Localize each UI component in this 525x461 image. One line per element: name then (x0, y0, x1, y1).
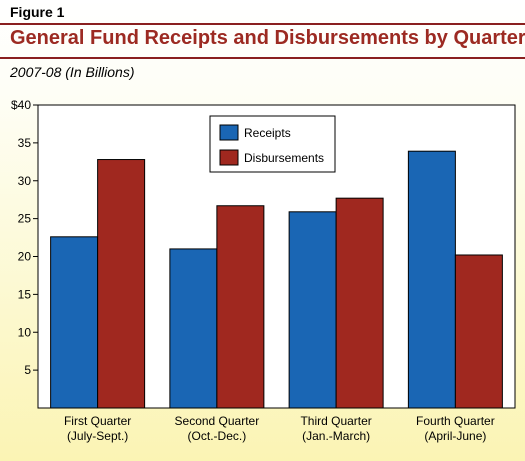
legend-label-receipts: Receipts (244, 126, 291, 140)
x-tick-label: (July-Sept.) (67, 429, 128, 443)
y-tick-label: 20 (18, 250, 32, 264)
y-tick-label: 25 (18, 212, 32, 226)
legend-label-disbursements: Disbursements (244, 151, 324, 165)
y-tick-label: 10 (18, 325, 32, 339)
y-tick-label: $40 (11, 98, 31, 112)
y-tick-label: 5 (24, 363, 31, 377)
bar-disbursements (97, 159, 146, 409)
x-axis: First Quarter(July-Sept.)Second Quarter(… (64, 414, 495, 443)
legend-swatch-disbursements (219, 149, 239, 166)
title-rule (0, 57, 525, 59)
bar-disbursements (454, 254, 503, 409)
top-rule (0, 23, 525, 25)
y-axis: $40 35 30 25 20 15 10 5 (11, 98, 38, 377)
chart-subtitle: 2007-08 (In Billions) (10, 64, 135, 80)
x-tick-label: (Oct.-Dec.) (188, 429, 247, 443)
bar-receipts (50, 236, 99, 409)
bar-receipts (407, 150, 456, 409)
legend: Receipts Disbursements (209, 115, 336, 173)
x-tick-label: Fourth Quarter (416, 414, 495, 428)
bars (50, 150, 503, 409)
figure-label: Figure 1 (10, 4, 65, 20)
bar-disbursements (335, 197, 384, 409)
x-tick-label: (April-June) (424, 429, 486, 443)
y-tick-label: 30 (18, 174, 32, 188)
legend-swatch-receipts (219, 124, 239, 141)
x-tick-label: Second Quarter (175, 414, 260, 428)
bar-receipts (288, 211, 337, 409)
x-tick-label: First Quarter (64, 414, 131, 428)
bar-receipts (169, 248, 218, 409)
bar-disbursements (216, 205, 265, 409)
y-tick-label: 35 (18, 136, 32, 150)
y-tick-label: 15 (18, 287, 32, 301)
x-tick-label: (Jan.-March) (302, 429, 370, 443)
chart-title: General Fund Receipts and Disbursements … (10, 27, 525, 49)
x-tick-label: Third Quarter (300, 414, 371, 428)
